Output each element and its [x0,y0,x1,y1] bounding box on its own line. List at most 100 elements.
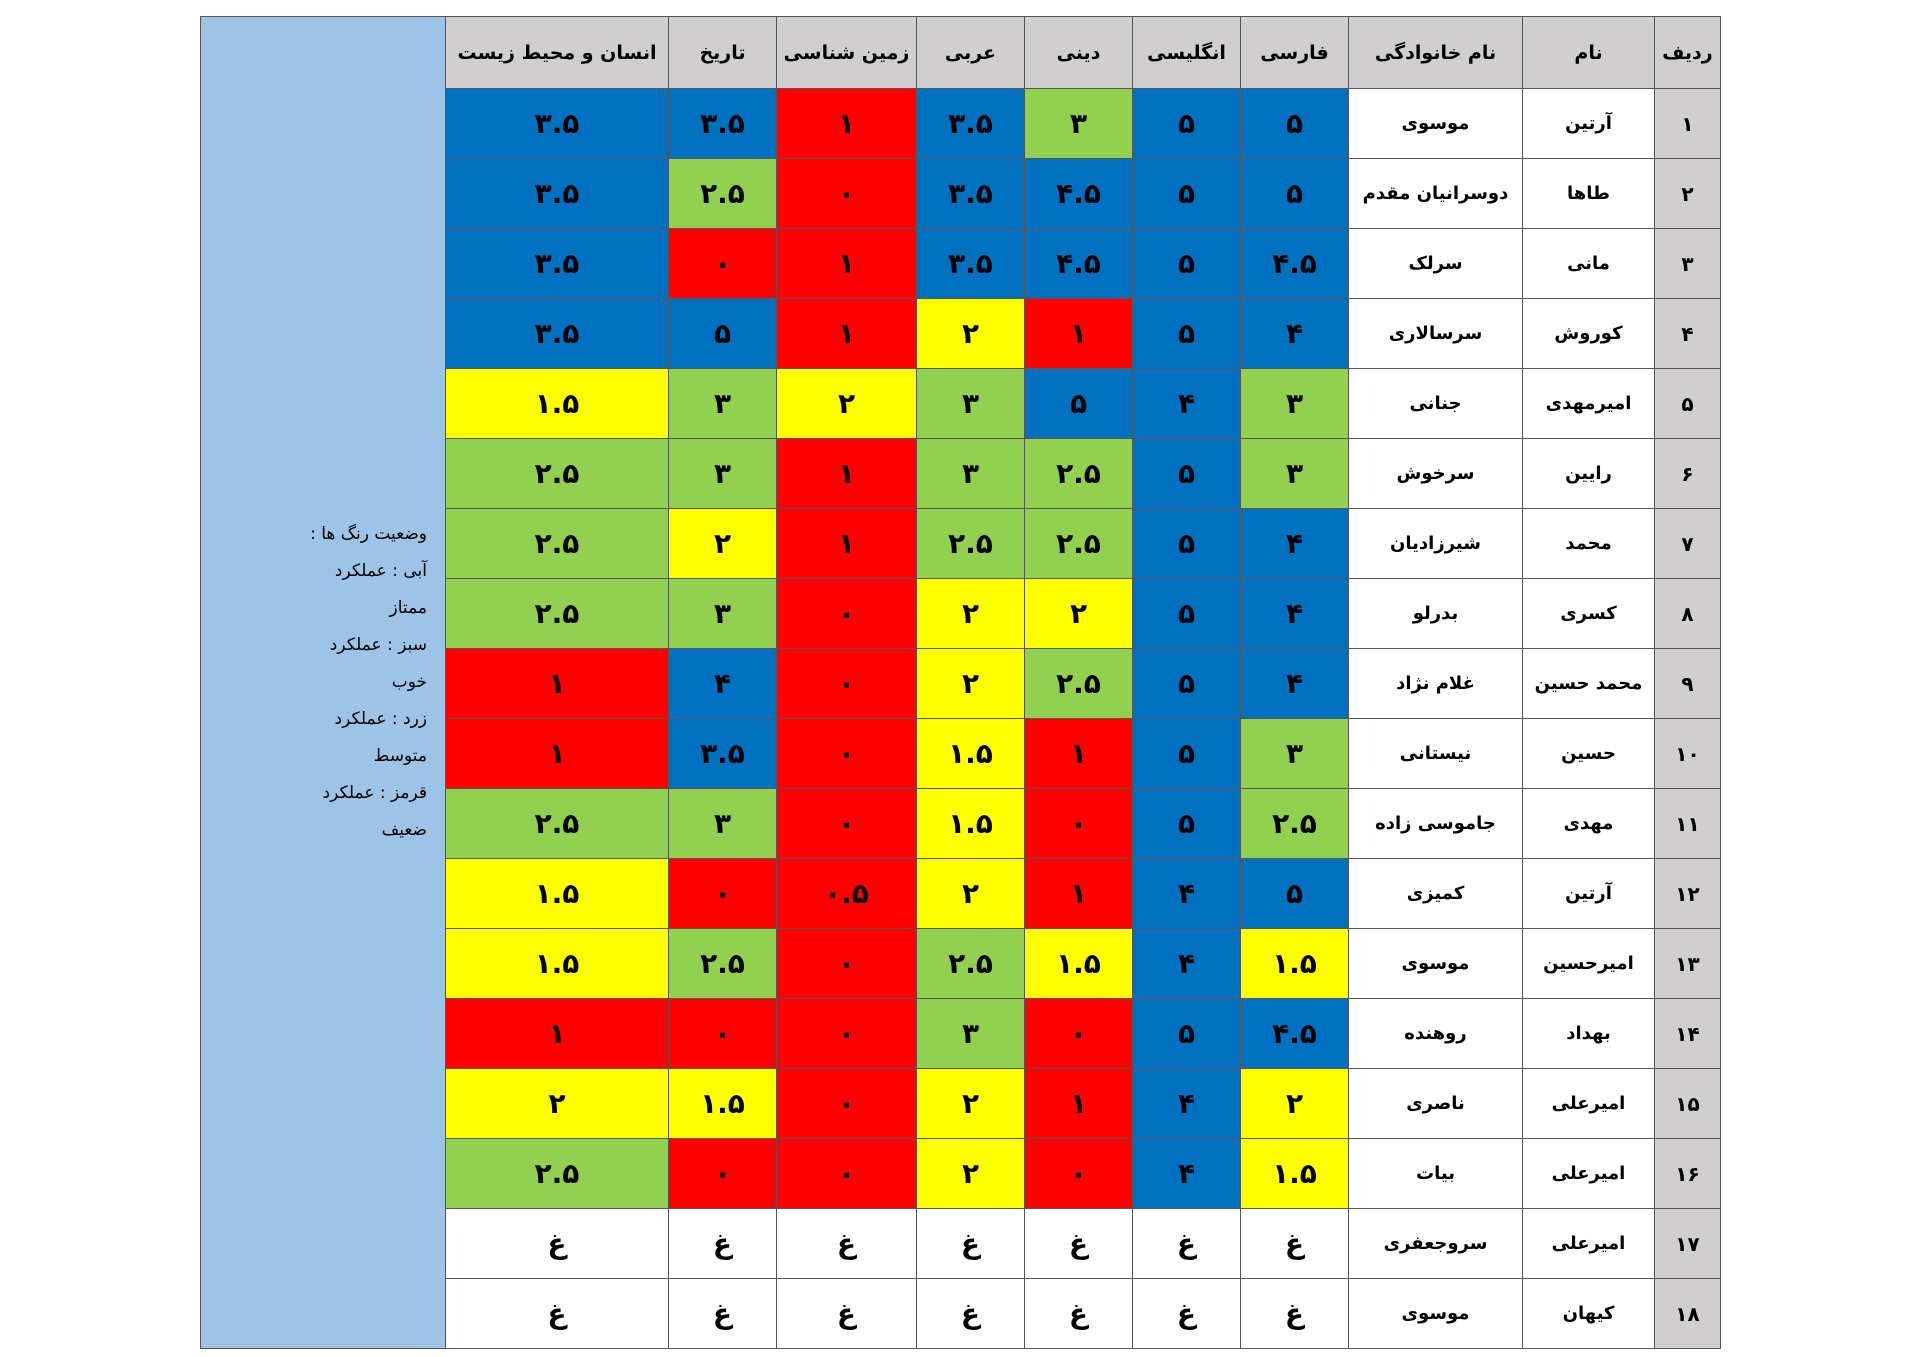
score-cell: ۳.۵ [445,228,669,299]
score-cell: ۰ [1024,788,1133,859]
score-cell: ۲.۵ [1240,788,1349,859]
score-cell: ۲.۵ [668,158,777,229]
last-name: سروجعفری [1348,1208,1523,1279]
student-row: ۱۱ مهدی جاموسی زاده ۲.۵ ۵ ۰ ۱.۵ ۰ ۳ ۲.۵ [201,788,1721,859]
score-cell: ۳ [1240,368,1349,439]
student-row: ۵ امیرمهدی جنانی ۳ ۴ ۵ ۳ ۲ ۳ ۱.۵ [201,368,1721,439]
row-number: ۶ [1654,438,1721,509]
first-name: امیرحسین [1522,928,1655,999]
score-cell: ۰ [776,158,917,229]
first-name: بهداد [1522,998,1655,1069]
first-name: امیرعلی [1522,1208,1655,1279]
last-name: دوسرانیان مقدم [1348,158,1523,229]
row-number: ۱۸ [1654,1278,1721,1349]
grade-table: ردیف نام نام خانوادگی فارسی انگلیسی دینی عربی ز… [200,16,1721,1349]
score-cell: ۱ [776,298,917,369]
first-name: رایین [1522,438,1655,509]
score-cell: غ [668,1208,777,1279]
last-name: سرلک [1348,228,1523,299]
last-name: جاموسی زاده [1348,788,1523,859]
score-cell: ۰ [668,998,777,1069]
score-cell: ۴ [1132,1068,1241,1139]
score-cell: غ [916,1278,1025,1349]
score-cell: ۱.۵ [916,718,1025,789]
score-cell: ۰ [1024,998,1133,1069]
score-cell: غ [1024,1278,1133,1349]
row-number: ۲ [1654,158,1721,229]
first-name: امیرعلی [1522,1138,1655,1209]
score-cell: ۱.۵ [445,858,669,929]
score-cell: ۳.۵ [916,228,1025,299]
score-cell: ۵ [1132,88,1241,159]
student-row: ۱۳ امیرحسین موسوی ۱.۵ ۴ ۱.۵ ۲.۵ ۰ ۲.۵ ۱.۵ [201,928,1721,999]
score-cell: ۳ [916,438,1025,509]
row-number: ۷ [1654,508,1721,579]
first-name: آرتین [1522,858,1655,929]
score-cell: ۰ [1024,1138,1133,1209]
first-name: کوروش [1522,298,1655,369]
score-cell: ۳.۵ [445,158,669,229]
student-row: ۱۶ امیرعلی بیات ۱.۵ ۴ ۰ ۲ ۰ ۰ ۲.۵ [201,1138,1721,1209]
row-number: ۱۱ [1654,788,1721,859]
score-cell: غ [445,1208,669,1279]
score-cell: ۲.۵ [445,438,669,509]
score-cell: ۲ [1240,1068,1349,1139]
score-cell: ۲.۵ [445,508,669,579]
student-row: ۸ کسری بدرلو ۴ ۵ ۲ ۲ ۰ ۳ ۲.۵ [201,578,1721,649]
score-cell: ۵ [1240,88,1349,159]
score-cell: ۵ [1132,298,1241,369]
row-number: ۱۷ [1654,1208,1721,1279]
score-cell: ۲.۵ [916,928,1025,999]
score-cell: ۲ [916,298,1025,369]
score-cell: ۰ [776,788,917,859]
last-name: غلام نژاد [1348,648,1523,719]
score-cell: ۲.۵ [916,508,1025,579]
first-name: امیرمهدی [1522,368,1655,439]
score-cell: ۴ [1240,508,1349,579]
score-cell: ۴ [1240,578,1349,649]
legend-title: وضعیت رنگ ها : [310,524,427,544]
student-row: ۶ رایین سرخوش ۳ ۵ ۲.۵ ۳ ۱ ۳ ۲.۵ [201,438,1721,509]
last-name: موسوی [1348,928,1523,999]
last-name: کمیزی [1348,858,1523,929]
student-row: ۱۴ بهداد روهنده ۴.۵ ۵ ۰ ۳ ۰ ۰ ۱ [201,998,1721,1069]
color-legend: وضعیت رنگ ها : آبی : عملکرد ممتاز سبز : عم… [200,16,446,1349]
score-cell: ۳ [916,998,1025,1069]
score-cell: ۰ [776,998,917,1069]
student-row: ۹ محمد حسین غلام نژاد ۴ ۵ ۲.۵ ۲ ۰ ۴ ۱ [201,648,1721,719]
column-header: انسان و محیط زیست [445,16,669,89]
score-cell: ۴ [1132,368,1241,439]
score-cell: ۰ [776,1138,917,1209]
student-row: ۷ محمد شیرزادیان ۴ ۵ ۲.۵ ۲.۵ ۱ ۲ ۲.۵ [201,508,1721,579]
score-cell: ۵ [1132,508,1241,579]
score-cell: ۳ [1240,718,1349,789]
student-row: ۱۸ کیهان موسوی غ غ غ غ غ غ غ [201,1278,1721,1349]
score-cell: ۰ [776,578,917,649]
score-cell: ۵ [1132,788,1241,859]
score-cell: ۱ [776,228,917,299]
student-row: ۱۲ آرتین کمیزی ۵ ۴ ۱ ۲ ۰.۵ ۰ ۱.۵ [201,858,1721,929]
score-cell: غ [1132,1278,1241,1349]
score-cell: ۳.۵ [445,88,669,159]
last-name: بدرلو [1348,578,1523,649]
score-cell: ۴ [668,648,777,719]
column-header: انگلیسی [1132,16,1241,89]
column-header: تاریخ [668,16,777,89]
score-cell: ۲.۵ [668,928,777,999]
score-cell: ۱ [776,508,917,579]
score-cell: ۳.۵ [668,718,777,789]
score-cell: غ [1240,1208,1349,1279]
score-cell: ۱.۵ [445,928,669,999]
score-cell: ۱ [1024,298,1133,369]
student-row: ۳ مانی سرلک ۴.۵ ۵ ۴.۵ ۳.۵ ۱ ۰ ۳.۵ [201,228,1721,299]
score-cell: ۲.۵ [445,1138,669,1209]
score-cell: ۰ [668,858,777,929]
column-header: زمین شناسی [776,16,917,89]
score-cell: ۱.۵ [1240,1138,1349,1209]
row-number: ۱۵ [1654,1068,1721,1139]
last-name: بیات [1348,1138,1523,1209]
score-cell: ۲ [776,368,917,439]
score-cell: ۲.۵ [1024,438,1133,509]
first-name: محمد [1522,508,1655,579]
